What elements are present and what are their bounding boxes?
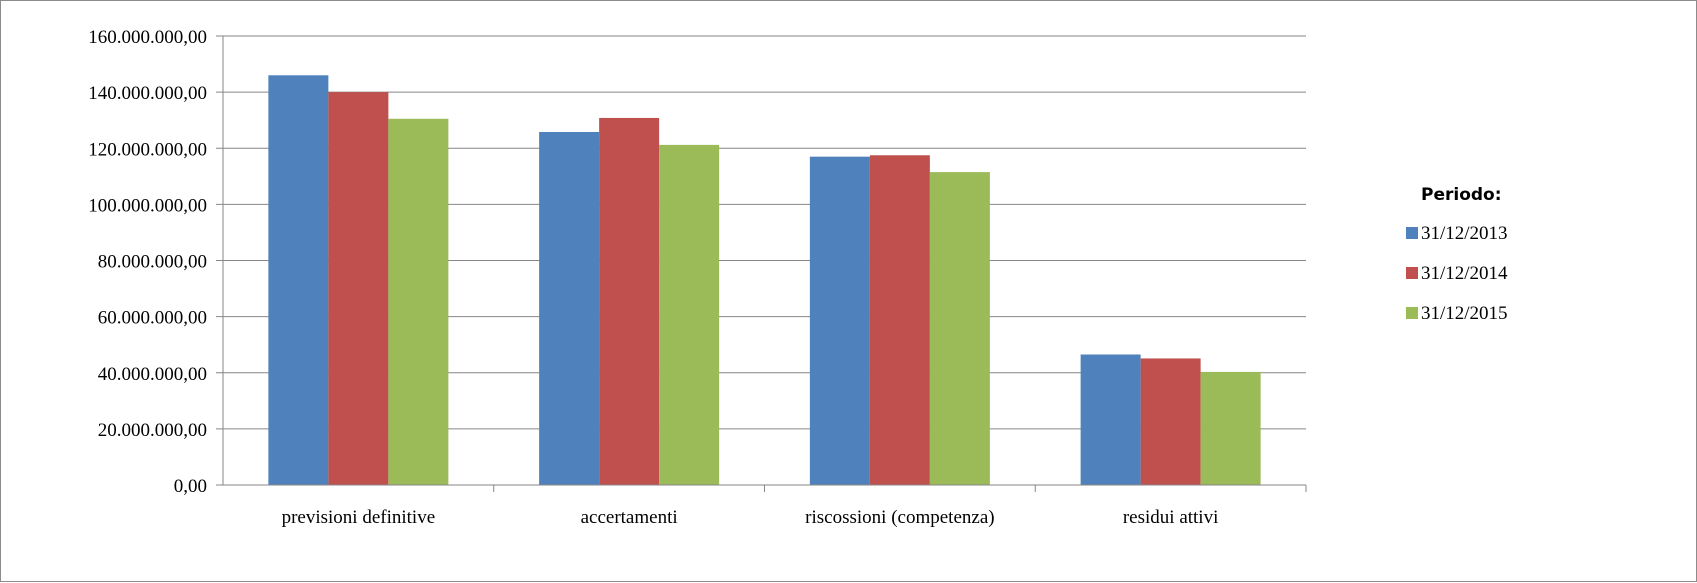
bar-2-4 xyxy=(1140,358,1201,485)
bars xyxy=(268,75,1261,486)
bar-3-2 xyxy=(659,144,720,485)
axes: 0,00 20.000.000,00 40.000.000,00 60.000.000… xyxy=(88,27,1307,528)
x-category-label: riscossioni (competenza) xyxy=(805,507,994,528)
y-tick-label: 140.000.000,00 xyxy=(88,83,207,104)
bar-1-1 xyxy=(268,75,329,485)
y-tick-label: 0,00 xyxy=(174,476,207,497)
legend-label-1: 31/12/2013 xyxy=(1421,223,1508,244)
y-tick-label: 80.000.000,00 xyxy=(98,252,207,273)
y-tick-label: 20.000.000,00 xyxy=(98,420,207,441)
bar-3-4 xyxy=(1200,371,1261,485)
bar-2-1 xyxy=(328,92,389,485)
bar-3-1 xyxy=(388,118,449,486)
legend-swatch-2 xyxy=(1406,267,1418,279)
y-tick-label: 100.000.000,00 xyxy=(88,195,207,216)
bar-1-3 xyxy=(809,156,870,485)
bar-1-4 xyxy=(1080,354,1141,485)
y-tick-label: 120.000.000,00 xyxy=(88,139,207,160)
bar-3-3 xyxy=(929,172,990,485)
bar-1-2 xyxy=(539,131,600,485)
bar-2-3 xyxy=(869,155,930,485)
y-tick-label: 40.000.000,00 xyxy=(98,364,207,385)
legend-swatch-3 xyxy=(1406,307,1418,319)
x-category-label: previsioni definitive xyxy=(282,507,436,528)
y-tick-label: 60.000.000,00 xyxy=(98,308,207,329)
y-tick-label: 160.000.000,00 xyxy=(88,27,207,48)
x-category-label: accertamenti xyxy=(581,507,678,528)
legend: Periodo: 31/12/2013 31/12/2014 31/12/2015 xyxy=(1406,185,1508,324)
legend-label-2: 31/12/2014 xyxy=(1421,263,1508,284)
legend-title: Periodo: xyxy=(1421,185,1502,205)
bar-2-2 xyxy=(599,117,660,485)
x-category-label: residui attivi xyxy=(1123,507,1219,528)
legend-label-3: 31/12/2015 xyxy=(1421,303,1508,324)
legend-swatch-1 xyxy=(1406,227,1418,239)
